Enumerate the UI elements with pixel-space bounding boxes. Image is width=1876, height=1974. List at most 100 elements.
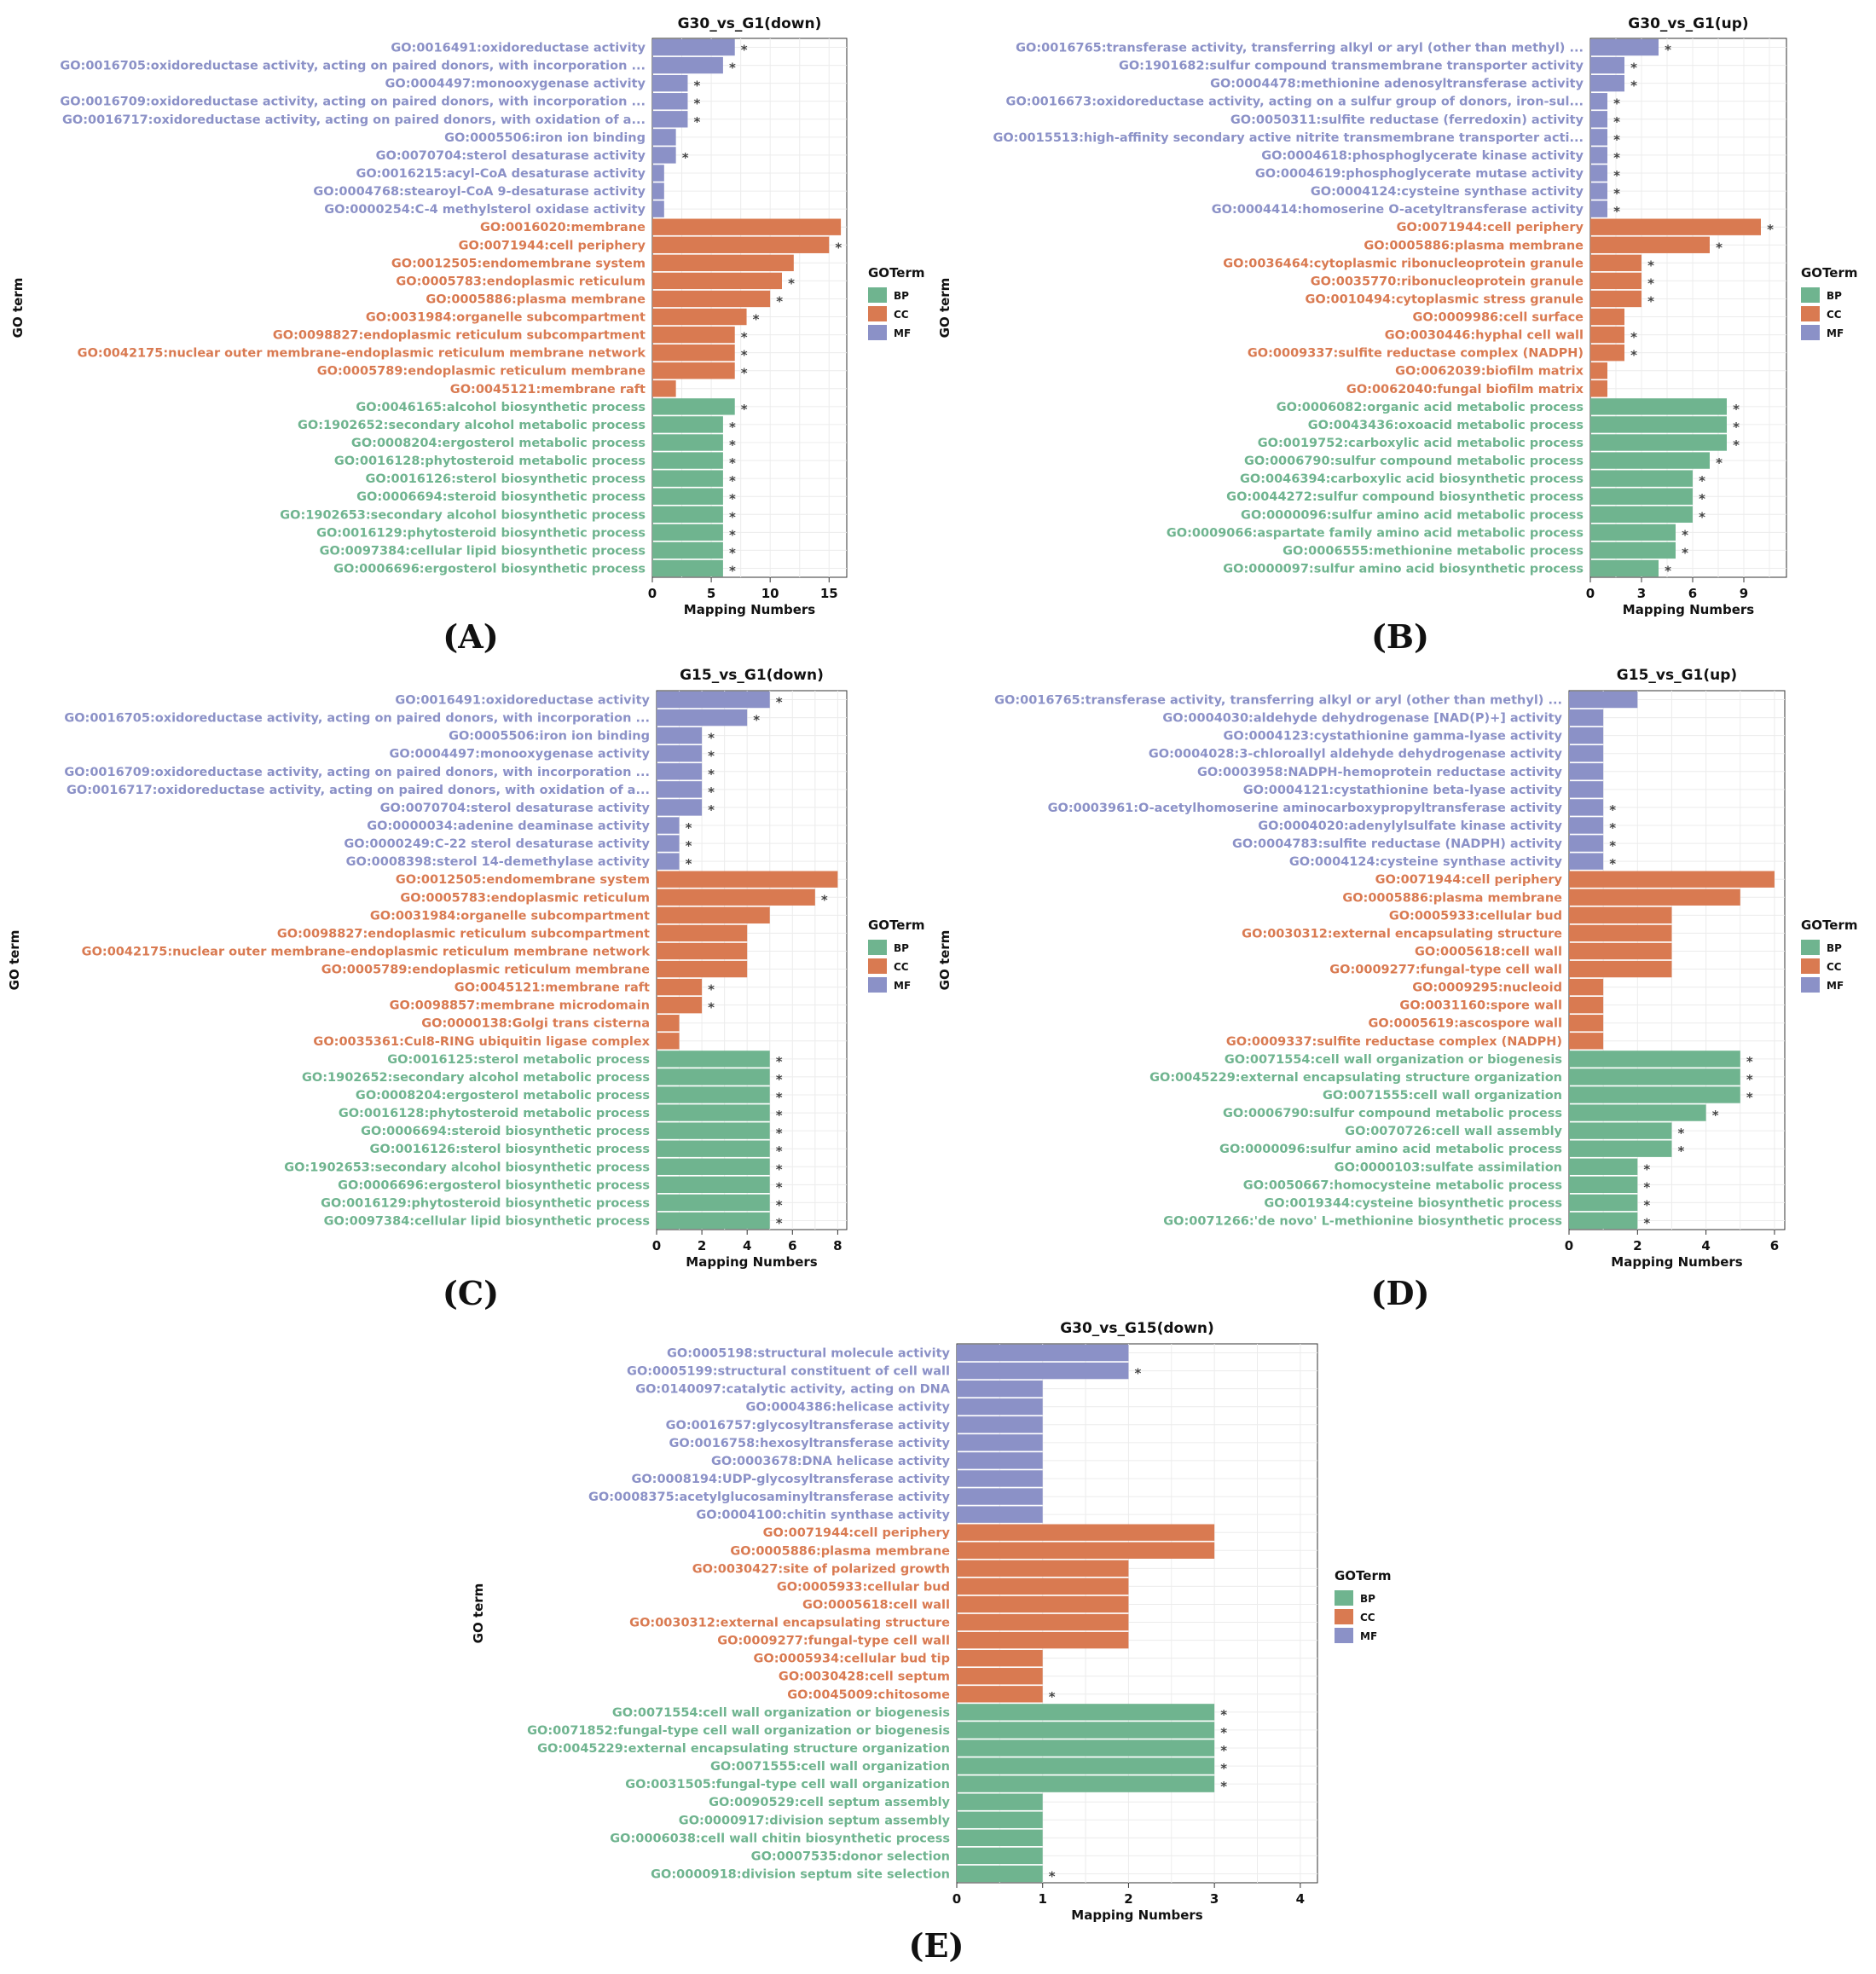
go-term-label: GO:0006038:cell wall chitin biosynthetic… (610, 1832, 950, 1845)
bar (1590, 506, 1693, 523)
bar (1590, 254, 1642, 272)
significance-star: * (1630, 330, 1637, 345)
bar (657, 1194, 770, 1212)
y-axis-label: GO term (471, 1583, 486, 1644)
bar (1569, 1033, 1604, 1050)
go-term-label: GO:1902653:secondary alcohol biosyntheti… (284, 1161, 650, 1174)
go-term-label: GO:0050311:sulfite reductase (ferredoxin… (1230, 113, 1584, 127)
bar (957, 1775, 1215, 1792)
go-term-label: GO:0016491:oxidoreductase activity (391, 42, 646, 55)
bar (657, 1212, 770, 1230)
significance-star: * (1630, 348, 1637, 363)
go-term-label: GO:0046394:carboxylic acid biosynthetic … (1240, 472, 1584, 486)
bar (1569, 1015, 1604, 1032)
x-tick-label: 10 (761, 586, 779, 601)
x-tick-label: 9 (1740, 586, 1748, 601)
legend-swatch-mf (1335, 1628, 1353, 1643)
significance-star: * (821, 892, 828, 907)
legend-label-mf: MF (1360, 1630, 1377, 1642)
go-term-label: GO:0005783:endoplasmic reticulum (400, 891, 650, 905)
bar (657, 906, 770, 924)
go-term-label: GO:0071944:cell periphery (1375, 873, 1563, 887)
bar (957, 1362, 1129, 1380)
chart-panel-1: GO:0016491:oxidoreductase activity * GO:00… (10, 15, 925, 656)
bar (652, 218, 842, 235)
go-term-label: GO:0097384:cellular lipid biosynthetic p… (320, 544, 646, 558)
bar (1590, 344, 1624, 362)
legend-swatch-cc (1335, 1609, 1353, 1624)
significance-star: * (1609, 802, 1616, 818)
chart-panel-5: GO:0005198:structural molecule activity G… (471, 1320, 1392, 1965)
go-term-label: GO:0045121:membrane raft (450, 383, 646, 397)
legend-label-cc: CC (894, 309, 909, 321)
go-term-label: GO:0012505:endomembrane system (391, 257, 646, 270)
go-term-label: GO:0004497:monooxygenase activity (385, 78, 646, 91)
bar (652, 38, 735, 56)
bar (1569, 1068, 1740, 1085)
go-term-label: GO:0000918:division septum site selectio… (651, 1867, 950, 1881)
bar (957, 1452, 1043, 1469)
legend-title: GOTerm (868, 918, 925, 933)
bar (657, 853, 680, 870)
go-term-label: GO:0098827:endoplasmic reticulum subcomp… (277, 927, 650, 941)
bar (657, 1158, 770, 1175)
significance-star: * (776, 1215, 783, 1230)
legend-label-bp: BP (1827, 290, 1842, 302)
go-term-label: GO:0005618:cell wall (1415, 945, 1562, 958)
legend: GOTerm BP CC MF (1801, 918, 1858, 993)
significance-star: * (729, 563, 736, 578)
go-term-label: GO:0016717:oxidoreductase activity, acti… (62, 113, 646, 127)
go-term-label: GO:0016673:oxidoreductase activity, acti… (1006, 96, 1584, 109)
significance-star: * (708, 802, 715, 818)
bar (1590, 200, 1607, 217)
bar (652, 111, 688, 128)
go-term-label: GO:0004020:adenylylsulfate kinase activi… (1258, 819, 1562, 833)
bar (652, 398, 735, 415)
significance-star: * (1220, 1725, 1227, 1740)
go-term-label: GO:0046165:alcohol biosynthetic process (356, 401, 646, 414)
go-term-label: GO:0004123:cystathionine gamma-lyase act… (1223, 730, 1562, 744)
x-tick-label: 1 (1038, 1891, 1046, 1907)
significance-star: * (1767, 222, 1774, 237)
x-tick-label: 2 (1124, 1891, 1132, 1907)
bar (1569, 781, 1604, 798)
legend-swatch-cc (1801, 306, 1820, 321)
bar (652, 308, 747, 326)
bar (657, 745, 703, 762)
bar (1569, 691, 1638, 709)
bar (1590, 182, 1607, 200)
plot-frame (1589, 38, 1787, 578)
legend-label-cc: CC (1827, 961, 1842, 973)
bar (657, 1122, 770, 1139)
panel-letter: (E) (909, 1926, 964, 1965)
bar (957, 1668, 1043, 1685)
bar (657, 763, 703, 780)
go-term-label: GO:0016126:sterol biosynthetic process (369, 1143, 650, 1156)
bar (652, 416, 723, 433)
legend-label-mf: MF (1827, 327, 1844, 339)
significance-star: * (708, 1000, 715, 1016)
legend-swatch-mf (868, 977, 887, 993)
significance-star: * (776, 1179, 783, 1195)
go-term-label: GO:0003958:NADPH-hemoprotein reductase a… (1197, 766, 1563, 779)
bar (957, 1740, 1215, 1757)
bar (652, 452, 723, 469)
significance-star: * (708, 767, 715, 782)
bar (657, 1086, 770, 1103)
significance-star: * (1630, 61, 1637, 76)
significance-star: * (694, 96, 701, 112)
legend: GOTerm BP CC MF (868, 918, 925, 993)
bar (1590, 541, 1676, 559)
go-term-label: GO:0006555:methionine metabolic process (1283, 544, 1584, 558)
x-tick-label: 3 (1637, 586, 1646, 601)
bar (652, 147, 676, 164)
go-term-label: GO:0005933:cellular bud (1389, 909, 1562, 923)
go-term-label: GO:0070704:sterol desaturase activity (380, 802, 651, 815)
go-term-label: GO:0016215:acyl-CoA desaturase activity (356, 167, 646, 181)
bar (1569, 978, 1604, 996)
bar (1590, 308, 1624, 326)
go-term-label: GO:0005619:ascospore wall (1368, 1017, 1562, 1031)
bar (957, 1524, 1215, 1541)
x-tick-label: 6 (1688, 586, 1697, 601)
go-term-label: GO:0009277:fungal-type cell wall (717, 1635, 950, 1648)
